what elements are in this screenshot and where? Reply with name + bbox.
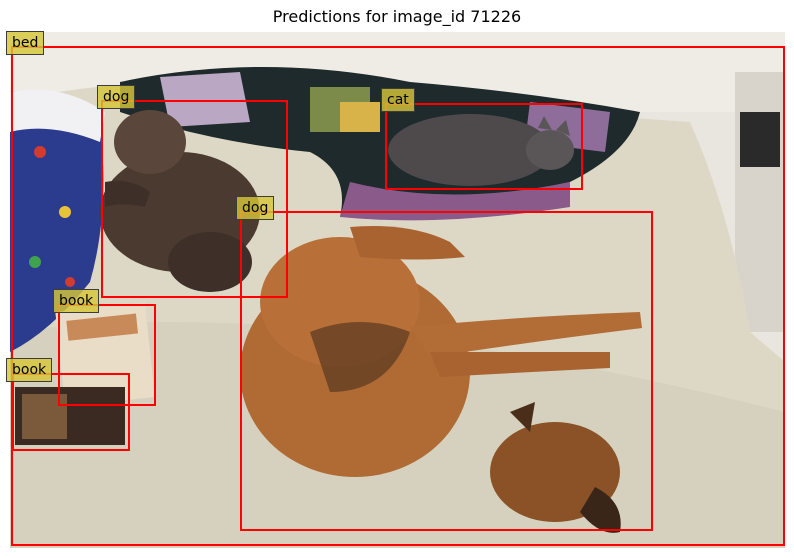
detection-label-book: book [6, 358, 53, 382]
quilt-dot [34, 146, 46, 158]
detection-label-book: book [53, 289, 100, 313]
detection-label-bed: bed [6, 31, 45, 55]
shepherd-front-leg [430, 352, 610, 377]
shepherd-saddle [310, 322, 410, 392]
bbox-book [58, 304, 156, 406]
cat-body [388, 114, 552, 186]
bbox-dog [101, 100, 288, 298]
cat-ear [556, 120, 570, 136]
bag [740, 112, 780, 167]
shepherd-muzzle [580, 487, 621, 533]
quilt-dot [29, 256, 41, 268]
cat-head [526, 130, 574, 170]
shepherd-front-leg [410, 312, 642, 357]
cat-ear [538, 116, 552, 130]
quilt-edge [340, 182, 570, 221]
shepherd-back-leg [350, 226, 465, 260]
quilt-patch [160, 72, 250, 127]
bbox-dog [240, 211, 653, 531]
dark-dog-haunch [168, 232, 252, 292]
quilt-left [10, 90, 104, 352]
detection-label-dog: dog [97, 85, 136, 109]
photo-scene [10, 32, 785, 548]
quilt-dot [59, 206, 71, 218]
shepherd-head [490, 422, 620, 522]
bbox-cat [385, 103, 583, 190]
book-art [66, 313, 139, 341]
dark-dog-leg [105, 180, 150, 207]
shepherd-ear [510, 402, 535, 432]
bbox-bed [11, 46, 785, 546]
bbox-book [12, 373, 130, 451]
photo [10, 32, 785, 548]
quilt-patch [340, 102, 380, 132]
dark-dog-head [114, 110, 186, 174]
detection-label-dog: dog [236, 196, 275, 220]
quilt-dot [65, 277, 75, 287]
pillow [10, 89, 105, 142]
detection-label-cat: cat [381, 88, 415, 112]
figure-title: Predictions for image_id 71226 [272, 7, 522, 26]
